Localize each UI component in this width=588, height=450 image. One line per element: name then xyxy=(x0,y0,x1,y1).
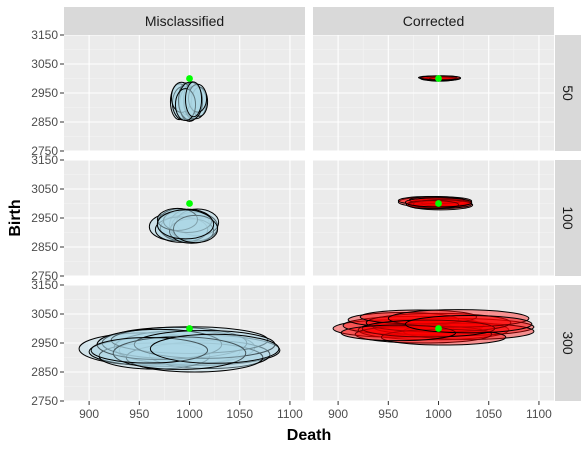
x-tick-label: 1100 xyxy=(526,407,552,421)
confidence-ellipse xyxy=(90,336,209,364)
row-strip-300: 300 xyxy=(555,285,581,401)
y-tick-label: 2950 xyxy=(31,86,58,100)
x-tick-label: 900 xyxy=(328,407,348,421)
column-strip-label: Corrected xyxy=(403,13,464,29)
y-tick-label: 2850 xyxy=(31,240,58,254)
row-strip-label: 50 xyxy=(560,85,576,101)
x-tick-label: 1100 xyxy=(277,407,303,421)
y-tick-label: 2850 xyxy=(31,365,58,379)
ellipse-group xyxy=(78,326,281,373)
x-tick-label: 950 xyxy=(378,407,398,421)
strip-background xyxy=(313,7,554,35)
panel-corrected-50 xyxy=(313,34,554,152)
ellipse-group xyxy=(169,81,209,122)
y-tick-label: 3050 xyxy=(31,57,58,71)
y-tick-label: 3150 xyxy=(31,278,58,292)
ellipse-group xyxy=(397,196,474,211)
y-tick-label: 3150 xyxy=(31,28,58,42)
strip-background xyxy=(64,7,305,35)
ellipse-group xyxy=(332,309,535,346)
panel-misclassified-100 xyxy=(64,159,305,277)
row-strip-label: 100 xyxy=(560,206,576,230)
confidence-ellipse xyxy=(149,333,280,364)
column-strip-label: Misclassified xyxy=(145,13,224,29)
y-tick-label: 2750 xyxy=(31,394,58,408)
x-tick-label: 1050 xyxy=(226,407,253,421)
true-value-point xyxy=(186,200,193,207)
y-tick-label: 2750 xyxy=(31,144,58,158)
y-tick-label: 2750 xyxy=(31,269,58,283)
column-strip-corrected: Corrected xyxy=(313,7,554,35)
y-tick-label: 3050 xyxy=(31,182,58,196)
row-strip-100: 100 xyxy=(555,160,581,276)
y-axis-title: Birth xyxy=(7,199,24,236)
row-strip-label: 300 xyxy=(560,331,576,355)
x-tick-label: 950 xyxy=(129,407,149,421)
confidence-ellipse xyxy=(404,314,533,334)
panel-corrected-300 xyxy=(313,284,554,402)
strip-background xyxy=(555,160,581,276)
confidence-ellipse xyxy=(156,209,215,240)
x-tick-label: 1050 xyxy=(475,407,502,421)
y-tick-label: 2950 xyxy=(31,211,58,225)
row-strip-50: 50 xyxy=(555,35,581,151)
x-axis-title: Death xyxy=(287,427,331,444)
confidence-ellipse xyxy=(387,309,530,328)
x-tick-label: 900 xyxy=(79,407,99,421)
true-value-point xyxy=(186,325,193,332)
strip-background xyxy=(555,285,581,401)
panels-layer xyxy=(64,34,554,402)
panel-corrected-100 xyxy=(313,159,554,277)
true-value-point xyxy=(186,75,193,82)
y-tick-label: 2950 xyxy=(31,336,58,350)
x-tick-label: 1000 xyxy=(176,407,203,421)
y-tick-label: 2850 xyxy=(31,115,58,129)
confidence-ellipse xyxy=(185,81,203,118)
y-tick-label: 3150 xyxy=(31,153,58,167)
panel-misclassified-50 xyxy=(64,34,305,152)
true-value-point xyxy=(435,325,442,332)
column-strip-misclassified: Misclassified xyxy=(64,7,305,35)
y-tick-label: 3050 xyxy=(31,307,58,321)
ellipse-group xyxy=(148,207,220,244)
x-tick-label: 1000 xyxy=(425,407,452,421)
panel-misclassified-300 xyxy=(64,284,305,402)
true-value-point xyxy=(435,75,442,82)
axes-layer: 2750285029503050315027502850295030503150… xyxy=(31,28,552,421)
true-value-point xyxy=(435,200,442,207)
strips-layer: Misclassified Corrected 50 100 300 xyxy=(64,7,581,401)
strip-background xyxy=(555,35,581,151)
